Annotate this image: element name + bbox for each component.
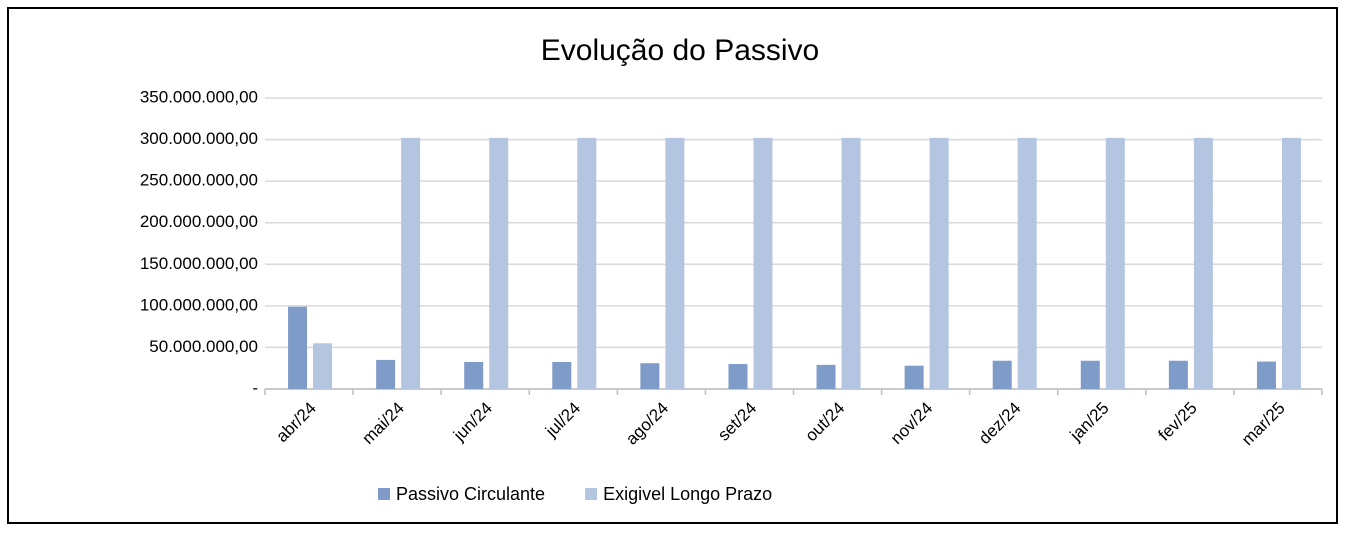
bar: [1168, 360, 1188, 389]
bar: [489, 137, 509, 389]
y-tick-label: -: [252, 378, 258, 397]
y-tick-label: 150.000.000,00: [140, 254, 258, 273]
chart-title: Evolução do Passivo: [541, 34, 820, 67]
bar: [1080, 360, 1100, 389]
bar: [552, 361, 572, 389]
bar: [577, 137, 597, 389]
y-tick-label: 100.000.000,00: [140, 295, 258, 314]
legend-label: Passivo Circulante: [396, 484, 545, 504]
bar: [816, 364, 836, 389]
bar: [1193, 137, 1213, 389]
bar: [992, 360, 1012, 389]
bar: [753, 137, 773, 389]
y-tick-label: 200.000.000,00: [140, 212, 258, 231]
y-tick-label: 350.000.000,00: [140, 87, 258, 106]
bar: [1281, 137, 1301, 389]
y-tick-label: 250.000.000,00: [140, 171, 258, 190]
bar: [640, 363, 660, 389]
bar: [376, 359, 396, 389]
bar: [904, 365, 924, 389]
bar: [1105, 137, 1125, 389]
y-tick-label: 50.000.000,00: [149, 337, 258, 356]
y-tick-label: 300.000.000,00: [140, 129, 258, 148]
bar: [728, 364, 748, 389]
bar: [464, 361, 484, 389]
bar: [1256, 361, 1276, 389]
bar: [288, 306, 308, 389]
bar: [841, 137, 861, 389]
bar: [665, 137, 685, 389]
bar: [313, 343, 333, 389]
bar: [929, 137, 949, 389]
bar: [401, 137, 421, 389]
bar: [1017, 137, 1037, 389]
legend-label: Exigivel Longo Prazo: [603, 484, 772, 504]
legend-swatch: [378, 488, 390, 500]
legend-swatch: [585, 488, 598, 500]
